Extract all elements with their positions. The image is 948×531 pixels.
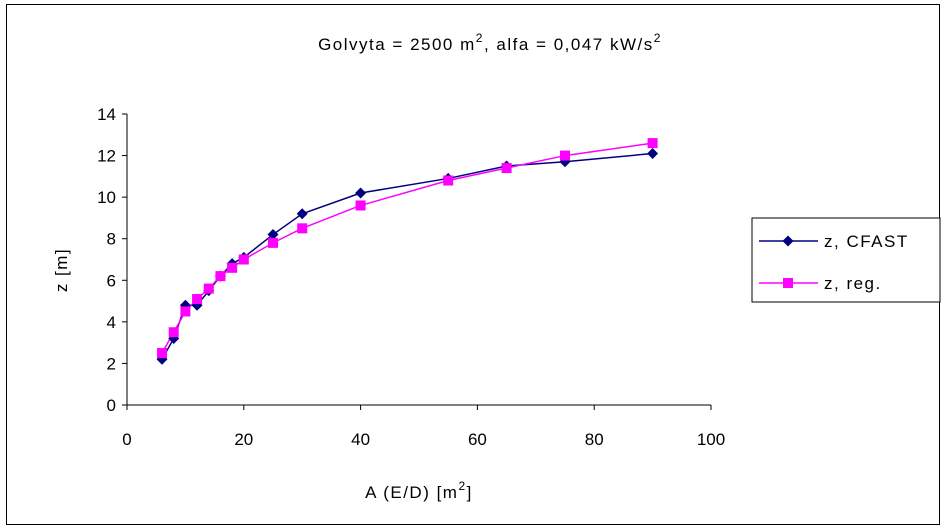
data-point-series-2 — [648, 138, 658, 148]
data-point-series-2 — [215, 271, 225, 281]
data-point-series-2 — [268, 238, 278, 248]
y-tick-label: 0 — [107, 396, 116, 415]
series-line-1 — [162, 153, 653, 359]
series-line-2 — [162, 143, 653, 353]
y-tick-label: 8 — [107, 230, 116, 249]
data-point-series-2 — [204, 284, 214, 294]
y-tick-label: 10 — [97, 188, 116, 207]
data-point-series-2 — [169, 327, 179, 337]
data-point-series-2 — [180, 306, 190, 316]
data-point-series-2 — [239, 255, 249, 265]
legend-marker-2 — [783, 278, 793, 288]
y-axis-title: z [m] — [52, 248, 71, 292]
x-tick-label: 20 — [234, 430, 253, 449]
legend-label-2: z, reg. — [824, 274, 882, 293]
data-point-series-2 — [157, 348, 167, 358]
y-tick-label: 2 — [107, 354, 116, 373]
x-tick-label: 100 — [697, 430, 725, 449]
y-tick-label: 4 — [107, 313, 116, 332]
data-point-series-2 — [356, 200, 366, 210]
data-point-series-2 — [297, 223, 307, 233]
data-point-series-2 — [227, 263, 237, 273]
x-tick-label: 60 — [468, 430, 487, 449]
x-tick-label: 80 — [585, 430, 604, 449]
legend-label-1: z, CFAST — [824, 232, 909, 251]
chart-title: Golvyta = 2500 m2, alfa = 0,047 kW/s2 — [318, 31, 662, 54]
x-tick-label: 40 — [351, 430, 370, 449]
data-point-series-2 — [443, 176, 453, 186]
data-point-series-1 — [355, 187, 366, 198]
data-point-series-1 — [297, 208, 308, 219]
data-point-series-2 — [192, 294, 202, 304]
legend: z, CFAST z, reg. — [752, 218, 940, 302]
y-tick-label: 14 — [97, 105, 116, 124]
plot-area: 0 2 4 6 8 10 12 14 0 20 40 60 80 100 — [97, 105, 725, 449]
data-point-series-2 — [560, 151, 570, 161]
x-tick-label: 0 — [122, 430, 131, 449]
y-tick-label: 12 — [97, 147, 116, 166]
x-axis-title: A (E/D) [m2] — [365, 479, 473, 502]
data-point-series-2 — [502, 163, 512, 173]
y-tick-label: 6 — [107, 271, 116, 290]
data-point-series-1 — [647, 148, 658, 159]
